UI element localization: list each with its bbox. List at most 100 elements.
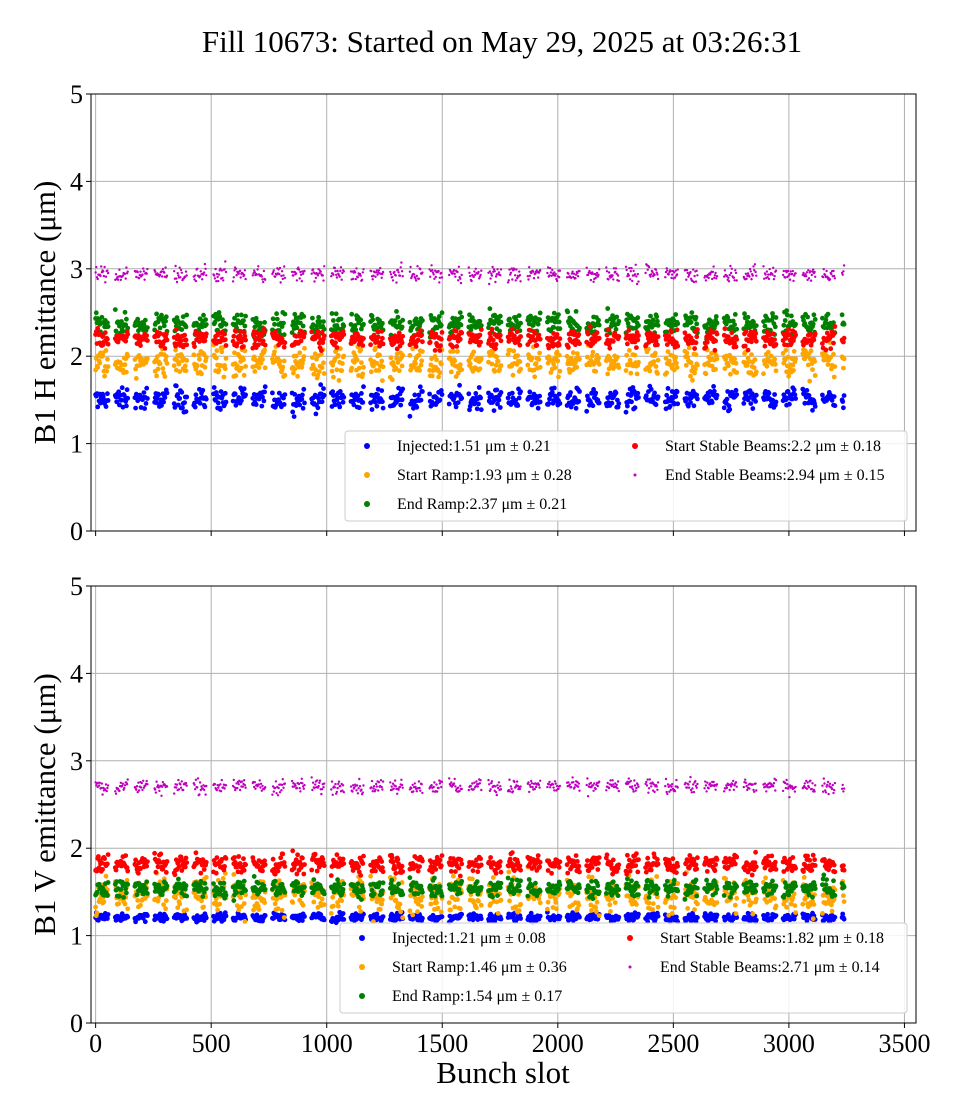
data-point	[675, 321, 681, 327]
data-point	[552, 365, 558, 371]
data-point	[257, 265, 260, 268]
data-point	[557, 336, 563, 342]
data-point	[355, 267, 358, 270]
data-point	[338, 316, 344, 322]
data-point	[807, 378, 813, 384]
data-point	[596, 361, 602, 367]
data-point	[323, 265, 326, 268]
data-point	[537, 317, 542, 322]
data-point	[693, 314, 699, 320]
data-point	[675, 401, 681, 407]
data-point	[262, 320, 267, 325]
data-point	[398, 909, 404, 915]
data-point	[635, 337, 641, 343]
data-point	[389, 377, 395, 383]
data-point	[457, 265, 461, 268]
data-point	[551, 385, 557, 391]
data-point	[691, 403, 697, 409]
data-point	[125, 353, 131, 359]
data-point	[321, 902, 327, 907]
data-point	[631, 388, 637, 394]
data-point	[234, 341, 240, 346]
data-point	[593, 905, 599, 910]
data-point	[373, 399, 378, 405]
data-point	[606, 366, 612, 372]
data-point	[732, 356, 737, 362]
data-point	[751, 274, 754, 277]
data-point	[360, 343, 366, 348]
data-point	[623, 368, 629, 373]
data-point	[239, 398, 244, 403]
data-point	[184, 270, 188, 273]
data-point	[234, 267, 238, 270]
data-point	[688, 319, 694, 325]
data-point	[407, 413, 413, 419]
data-point	[724, 396, 730, 402]
data-point	[99, 314, 105, 320]
data-point	[709, 363, 715, 369]
data-point	[828, 354, 834, 360]
data-point	[451, 873, 456, 879]
data-point	[414, 279, 418, 282]
data-point	[421, 271, 424, 274]
data-point	[789, 313, 794, 319]
data-point	[450, 344, 456, 350]
data-point	[734, 269, 737, 272]
data-point	[748, 267, 752, 271]
data-point	[259, 403, 265, 409]
data-point	[415, 337, 421, 343]
data-point	[173, 347, 179, 353]
data-point	[478, 327, 484, 332]
data-point	[841, 321, 847, 327]
data-point	[314, 276, 318, 280]
data-point	[727, 276, 730, 279]
data-point	[197, 400, 203, 406]
data-point	[762, 343, 768, 349]
y-tick-label: 1	[70, 430, 83, 459]
data-point	[237, 272, 240, 275]
data-point	[379, 388, 385, 393]
data-point	[418, 397, 424, 403]
data-point	[316, 369, 322, 375]
data-point	[379, 328, 385, 334]
data-point	[474, 267, 477, 270]
data-point	[321, 360, 326, 366]
data-point	[388, 355, 394, 361]
data-point	[535, 405, 541, 411]
data-point	[527, 278, 530, 281]
data-point	[114, 273, 118, 276]
data-point	[455, 349, 460, 354]
data-point	[155, 366, 161, 372]
data-point	[745, 277, 748, 280]
data-point	[791, 387, 797, 393]
data-point	[537, 336, 543, 342]
data-point	[536, 356, 542, 362]
data-point	[427, 339, 433, 345]
data-point	[628, 370, 634, 376]
data-point	[143, 401, 149, 406]
data-point	[646, 900, 652, 906]
data-point	[753, 399, 758, 404]
data-point	[772, 324, 778, 330]
data-point	[145, 325, 150, 330]
data-point	[585, 266, 588, 269]
data-point	[328, 911, 334, 916]
data-point	[452, 904, 458, 910]
data-point	[213, 355, 219, 361]
data-point	[753, 338, 759, 344]
data-point	[244, 277, 247, 281]
data-point	[161, 399, 167, 405]
data-point	[360, 278, 364, 281]
data-point	[126, 270, 129, 273]
data-point	[773, 315, 779, 320]
data-point	[218, 389, 224, 394]
data-point	[193, 392, 199, 398]
data-point	[808, 331, 813, 337]
data-point	[690, 377, 695, 383]
data-point	[516, 908, 522, 913]
data-point	[497, 271, 501, 274]
data-point	[781, 273, 785, 277]
data-point	[692, 268, 695, 271]
data-point	[261, 278, 264, 281]
data-point	[669, 911, 675, 916]
